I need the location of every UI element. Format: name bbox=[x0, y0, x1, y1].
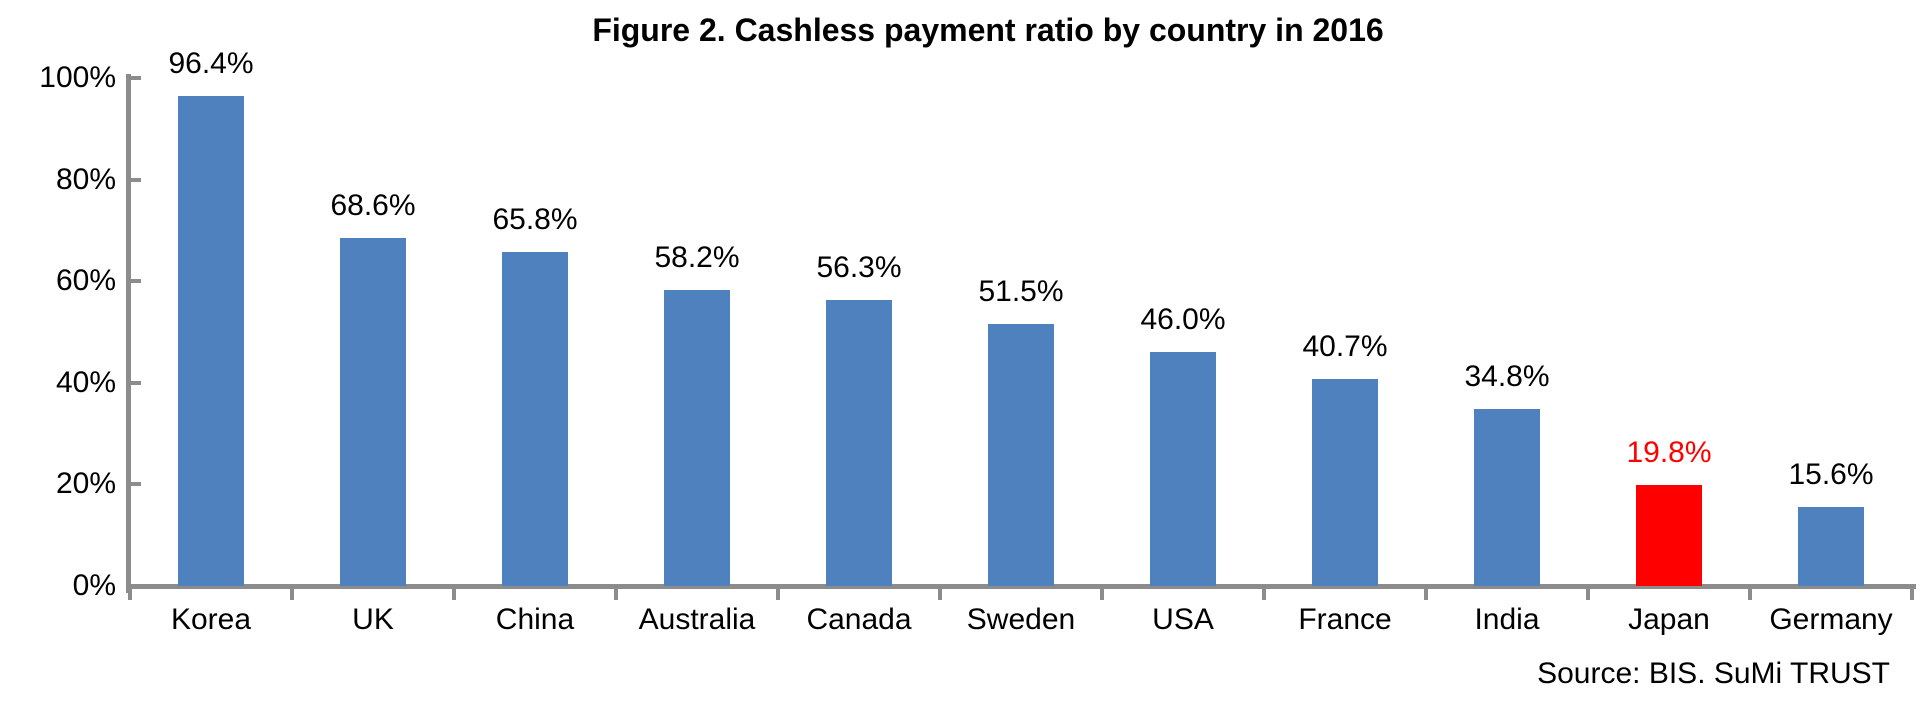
bar-germany bbox=[1798, 507, 1864, 586]
x-axis-label-australia: Australia bbox=[638, 603, 756, 636]
bar-india bbox=[1474, 409, 1540, 586]
x-axis-tick bbox=[1910, 586, 1914, 600]
y-axis-tick-label: 0% bbox=[72, 569, 116, 602]
chart-title: Figure 2. Cashless payment ratio by coun… bbox=[592, 12, 1384, 48]
x-axis-tick bbox=[1262, 586, 1266, 600]
x-axis-label-usa: USA bbox=[1152, 603, 1214, 636]
x-axis-tick bbox=[452, 586, 456, 600]
y-axis-tick-label: 80% bbox=[55, 162, 116, 196]
bar-uk bbox=[340, 238, 406, 586]
x-axis-label-france: France bbox=[1298, 603, 1392, 636]
y-axis-tick-label: 20% bbox=[55, 467, 116, 501]
value-label-usa: 46.0% bbox=[1140, 303, 1226, 336]
x-axis-line bbox=[126, 584, 1916, 589]
value-label-korea: 96.4% bbox=[168, 47, 254, 80]
x-axis-tick bbox=[1586, 586, 1590, 600]
bar-korea bbox=[178, 96, 244, 586]
value-label-india: 34.8% bbox=[1464, 360, 1550, 393]
x-axis-label-korea: Korea bbox=[170, 603, 252, 636]
value-label-japan: 19.8% bbox=[1626, 436, 1712, 469]
value-label-canada: 56.3% bbox=[816, 251, 902, 284]
y-axis-tick bbox=[131, 279, 141, 284]
bar-australia bbox=[664, 290, 730, 586]
x-axis-label-uk: UK bbox=[352, 603, 394, 636]
y-axis-tick bbox=[131, 380, 141, 385]
x-axis-tick bbox=[938, 586, 942, 600]
x-axis-tick bbox=[290, 586, 294, 600]
x-axis-label-sweden: Sweden bbox=[966, 603, 1076, 636]
y-axis-line bbox=[126, 74, 131, 593]
y-axis-tick-label: 40% bbox=[55, 365, 116, 399]
bar-china bbox=[502, 252, 568, 586]
x-axis-label-canada: Canada bbox=[806, 603, 912, 636]
y-axis-tick-label: 60% bbox=[55, 264, 116, 298]
x-axis-tick bbox=[614, 586, 618, 600]
value-label-australia: 58.2% bbox=[654, 241, 740, 274]
value-label-china: 65.8% bbox=[492, 203, 578, 236]
value-label-germany: 15.6% bbox=[1788, 458, 1874, 491]
y-axis-tick-label: 100% bbox=[39, 61, 116, 94]
bar-japan bbox=[1636, 485, 1702, 586]
x-axis-label-china: China bbox=[495, 603, 575, 636]
x-axis-tick bbox=[128, 586, 132, 600]
y-axis-tick bbox=[131, 76, 141, 80]
x-axis-label-japan: Japan bbox=[1628, 603, 1710, 636]
x-axis-label-germany: Germany bbox=[1769, 603, 1893, 636]
value-label-france: 40.7% bbox=[1302, 330, 1388, 363]
source-text: Source: BIS. SuMi TRUST bbox=[1537, 657, 1890, 690]
value-label-uk: 68.6% bbox=[330, 189, 416, 222]
x-axis-label-india: India bbox=[1474, 603, 1540, 636]
bar-usa bbox=[1150, 352, 1216, 586]
y-axis-tick bbox=[131, 177, 141, 182]
bar-sweden bbox=[988, 324, 1054, 586]
x-axis-tick bbox=[1100, 586, 1104, 600]
y-axis-tick bbox=[131, 482, 141, 487]
bar-france bbox=[1312, 379, 1378, 586]
bar-canada bbox=[826, 300, 892, 586]
x-axis-tick bbox=[1424, 586, 1428, 600]
x-axis-tick bbox=[1748, 586, 1752, 600]
x-axis-tick bbox=[776, 586, 780, 600]
value-label-sweden: 51.5% bbox=[978, 275, 1064, 308]
y-axis-tick bbox=[131, 584, 141, 588]
